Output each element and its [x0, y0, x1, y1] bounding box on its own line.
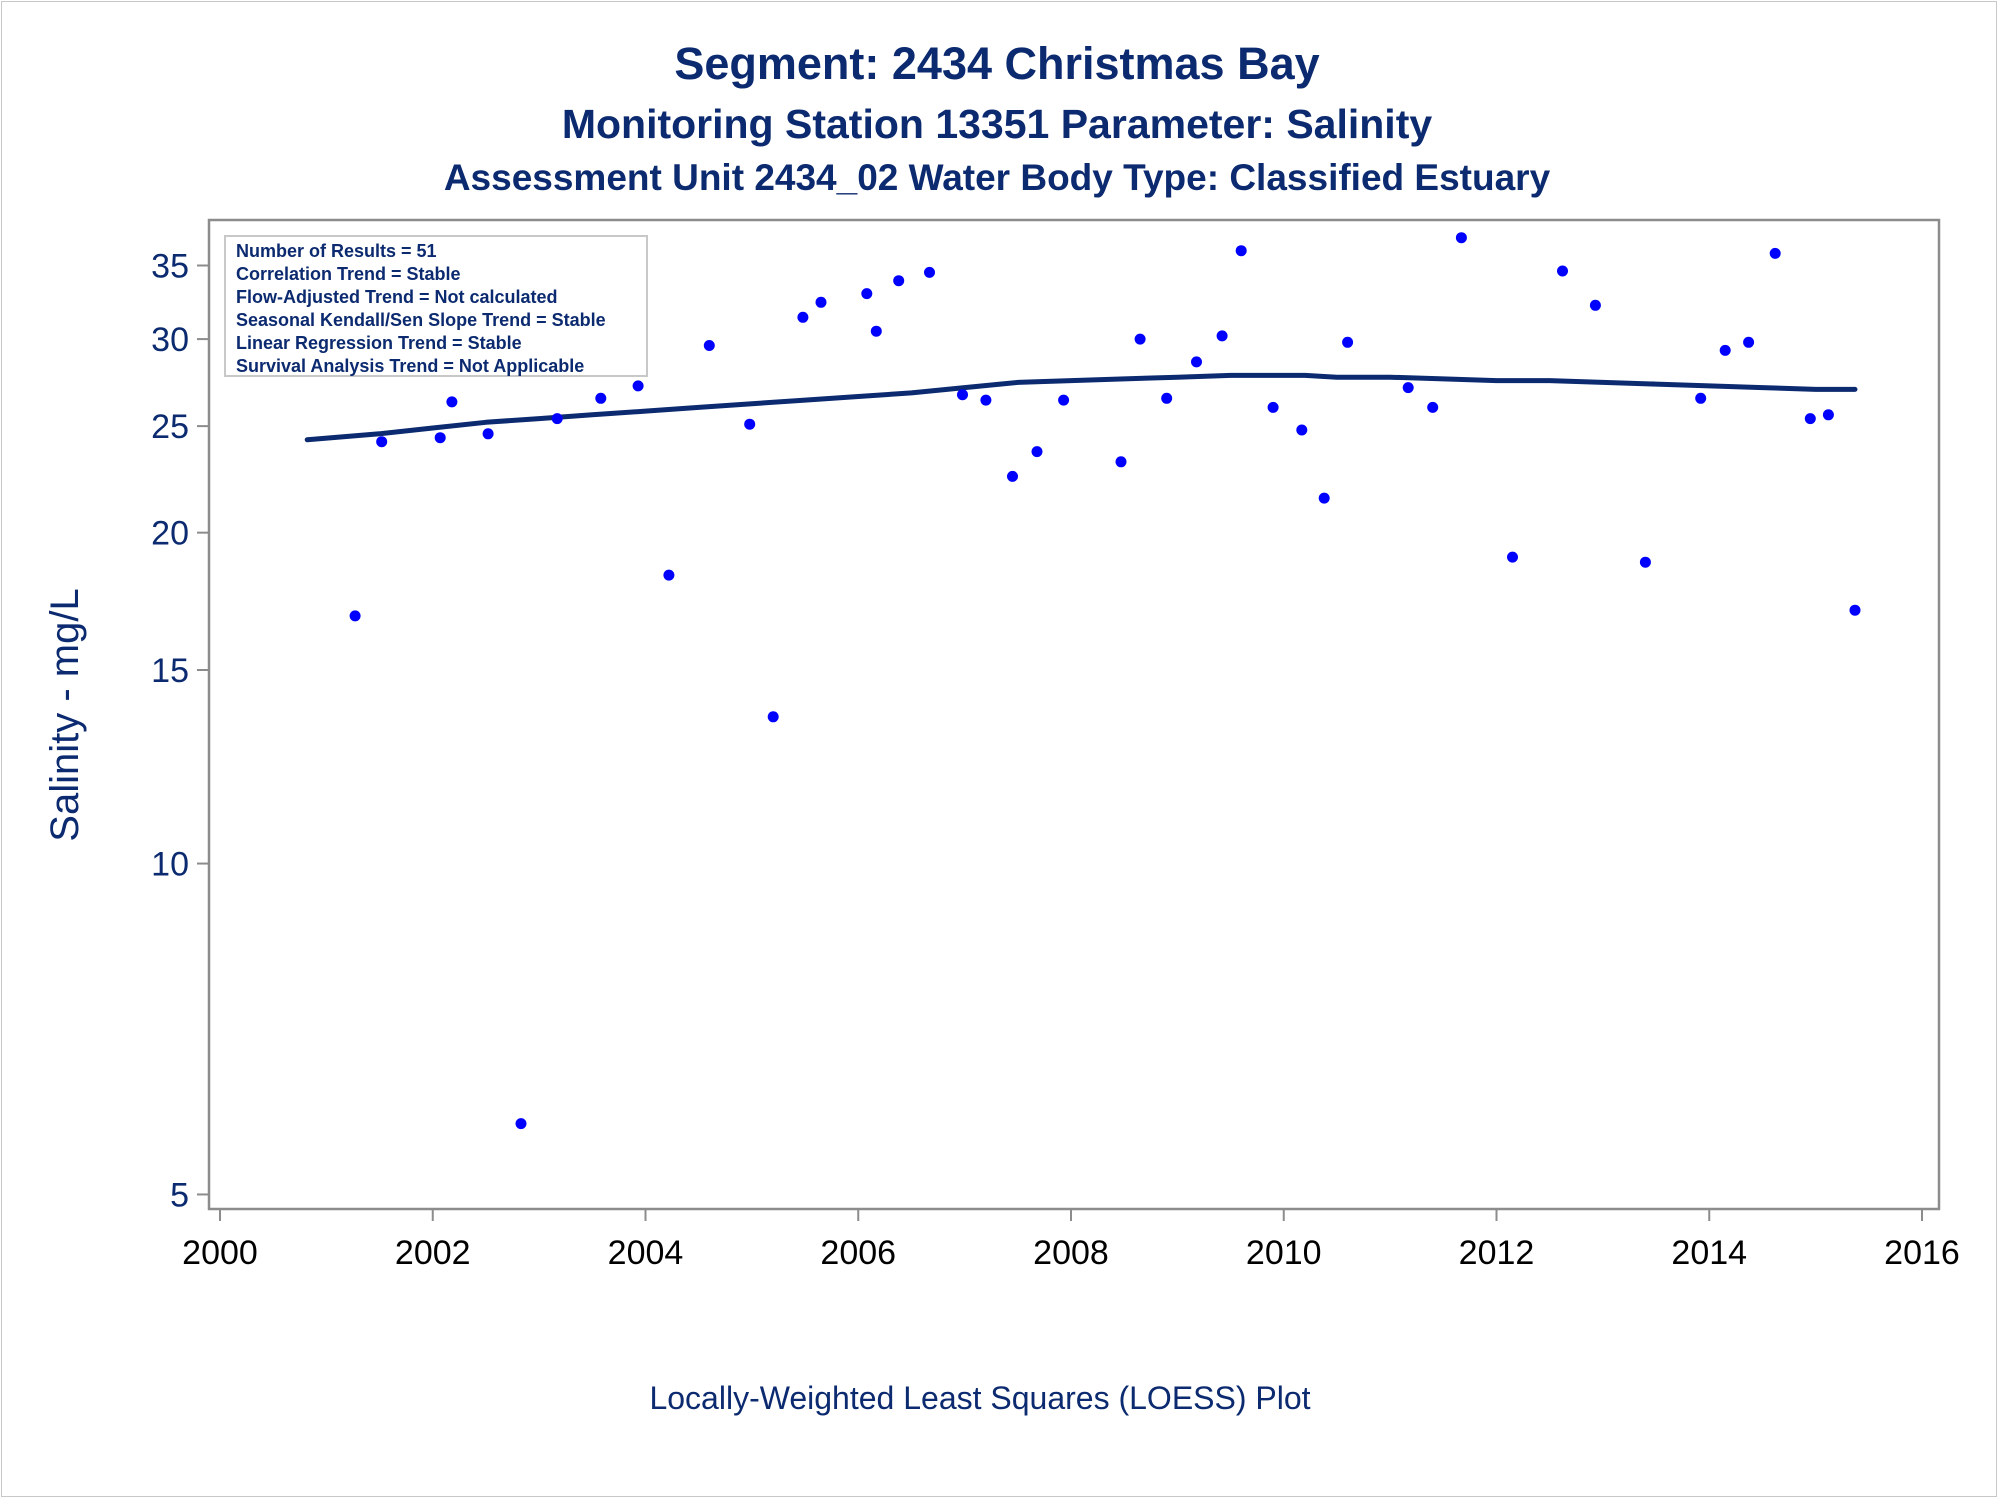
- data-point: [515, 1118, 527, 1130]
- stats-box-frame: [224, 235, 648, 377]
- data-point: [595, 392, 607, 404]
- loess-layer: [304, 372, 1858, 443]
- stats-line: Survival Analysis Trend = Not Applicable: [236, 356, 584, 376]
- data-point: [1849, 604, 1861, 616]
- data-point: [1058, 394, 1070, 406]
- data-point: [1427, 401, 1439, 413]
- stats-line: Linear Regression Trend = Stable: [236, 333, 522, 353]
- data-point: [767, 711, 779, 723]
- data-point: [1639, 556, 1651, 568]
- chart-subtitle-2: Assessment Unit 2434_02 Water Body Type:…: [443, 157, 1551, 198]
- data-point: [870, 325, 882, 337]
- x-tick-label: 2010: [1246, 1234, 1322, 1272]
- data-point: [632, 380, 644, 392]
- data-point: [797, 311, 809, 323]
- stats-line: Seasonal Kendall/Sen Slope Trend = Stabl…: [236, 310, 606, 330]
- y-tick-label: 30: [151, 321, 189, 359]
- data-point: [1695, 392, 1707, 404]
- x-tick-label: 2014: [1671, 1234, 1747, 1272]
- data-point: [1804, 413, 1816, 425]
- data-point: [349, 610, 361, 622]
- y-tick-label: 25: [151, 408, 189, 446]
- data-point: [1191, 356, 1202, 368]
- chart-subtitle: Monitoring Station 13351 Parameter: Sali…: [561, 101, 1433, 147]
- data-point: [663, 569, 675, 581]
- stats-line: Number of Results = 51: [236, 241, 437, 261]
- data-point: [1115, 456, 1127, 468]
- y-axis: 5 10 15 20 25 30 35: [151, 248, 209, 1214]
- data-point: [1031, 446, 1043, 458]
- chart-title: Segment: 2434 Christmas Bay: [674, 38, 1320, 89]
- data-point: [1267, 401, 1279, 413]
- data-point: [1822, 409, 1834, 421]
- x-tick-label: 2002: [395, 1234, 471, 1272]
- data-point: [1342, 336, 1354, 348]
- data-point: [1455, 232, 1467, 244]
- x-tick-label: 2008: [1033, 1234, 1109, 1272]
- loess-curve: [304, 372, 1858, 443]
- data-point: [434, 432, 446, 444]
- data-point: [893, 275, 905, 287]
- x-axis: 2000 2002 2004 2006 2008 2010 2012 2014 2016: [182, 1209, 1960, 1272]
- y-tick-label: 20: [151, 515, 189, 553]
- data-point: [1216, 330, 1228, 342]
- stats-line: Correlation Trend = Stable: [236, 264, 461, 284]
- data-point: [1161, 392, 1173, 404]
- data-point: [1007, 470, 1018, 482]
- data-point: [1318, 492, 1330, 504]
- data-point: [1296, 424, 1308, 436]
- x-tick-label: 2000: [182, 1234, 258, 1272]
- data-point: [1743, 336, 1755, 348]
- data-point: [861, 288, 873, 300]
- data-point: [551, 413, 563, 425]
- data-point: [815, 296, 827, 308]
- data-point: [980, 394, 992, 406]
- data-point: [1557, 265, 1568, 277]
- data-point: [1402, 382, 1414, 394]
- y-axis-label: Salinity - mg/L: [43, 588, 87, 841]
- data-point: [1719, 344, 1731, 356]
- data-point: [1589, 299, 1601, 311]
- data-point: [1235, 245, 1247, 257]
- data-point: [1769, 247, 1781, 259]
- stats-line: Flow-Adjusted Trend = Not calculated: [236, 287, 558, 307]
- y-tick-label: 35: [151, 248, 189, 286]
- x-tick-label: 2012: [1459, 1234, 1535, 1272]
- x-tick-label: 2006: [820, 1234, 896, 1272]
- y-tick-label: 5: [170, 1176, 189, 1214]
- data-point: [446, 396, 458, 408]
- data-point: [1134, 333, 1146, 345]
- y-tick-label: 15: [151, 652, 189, 690]
- data-point: [957, 389, 968, 401]
- stats-box: Number of Results = 51 Correlation Trend …: [224, 235, 648, 377]
- x-tick-label: 2004: [608, 1234, 684, 1272]
- y-tick-label: 10: [151, 846, 189, 884]
- data-point: [482, 428, 494, 440]
- footnote: Locally-Weighted Least Squares (LOESS) P…: [649, 1380, 1311, 1416]
- data-point: [376, 436, 388, 448]
- data-point: [1507, 551, 1518, 563]
- data-point: [744, 418, 756, 430]
- data-point: [924, 266, 935, 278]
- x-tick-label: 2016: [1884, 1234, 1960, 1272]
- data-point: [703, 340, 715, 351]
